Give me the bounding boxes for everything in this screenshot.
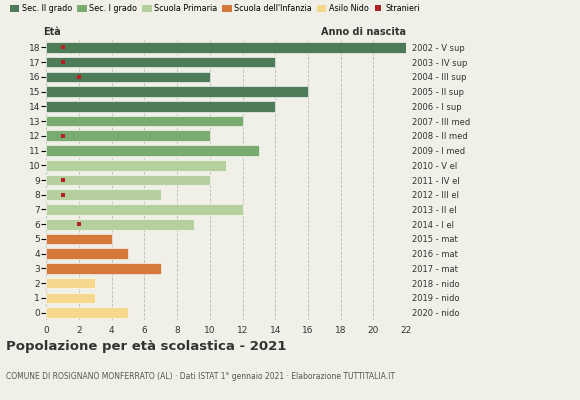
- Bar: [46, 42, 406, 53]
- Bar: [46, 263, 161, 274]
- Text: Età: Età: [43, 27, 60, 37]
- Bar: [46, 248, 128, 259]
- Bar: [46, 116, 242, 126]
- Bar: [46, 160, 226, 170]
- Text: Anno di nascita: Anno di nascita: [321, 27, 406, 37]
- Bar: [46, 190, 161, 200]
- Bar: [46, 72, 210, 82]
- Bar: [46, 57, 275, 68]
- Bar: [46, 145, 259, 156]
- Bar: [46, 204, 242, 215]
- Bar: [46, 86, 308, 97]
- Legend: Sec. II grado, Sec. I grado, Scuola Primaria, Scuola dell'Infanzia, Asilo Nido, : Sec. II grado, Sec. I grado, Scuola Prim…: [10, 4, 420, 13]
- Bar: [46, 130, 210, 141]
- Bar: [46, 234, 112, 244]
- Bar: [46, 307, 128, 318]
- Bar: [46, 101, 275, 112]
- Bar: [46, 175, 210, 185]
- Bar: [46, 278, 96, 288]
- Text: Popolazione per età scolastica - 2021: Popolazione per età scolastica - 2021: [6, 340, 286, 353]
- Bar: [46, 292, 96, 303]
- Bar: [46, 219, 194, 230]
- Text: COMUNE DI ROSIGNANO MONFERRATO (AL) · Dati ISTAT 1° gennaio 2021 · Elaborazione : COMUNE DI ROSIGNANO MONFERRATO (AL) · Da…: [6, 372, 395, 381]
